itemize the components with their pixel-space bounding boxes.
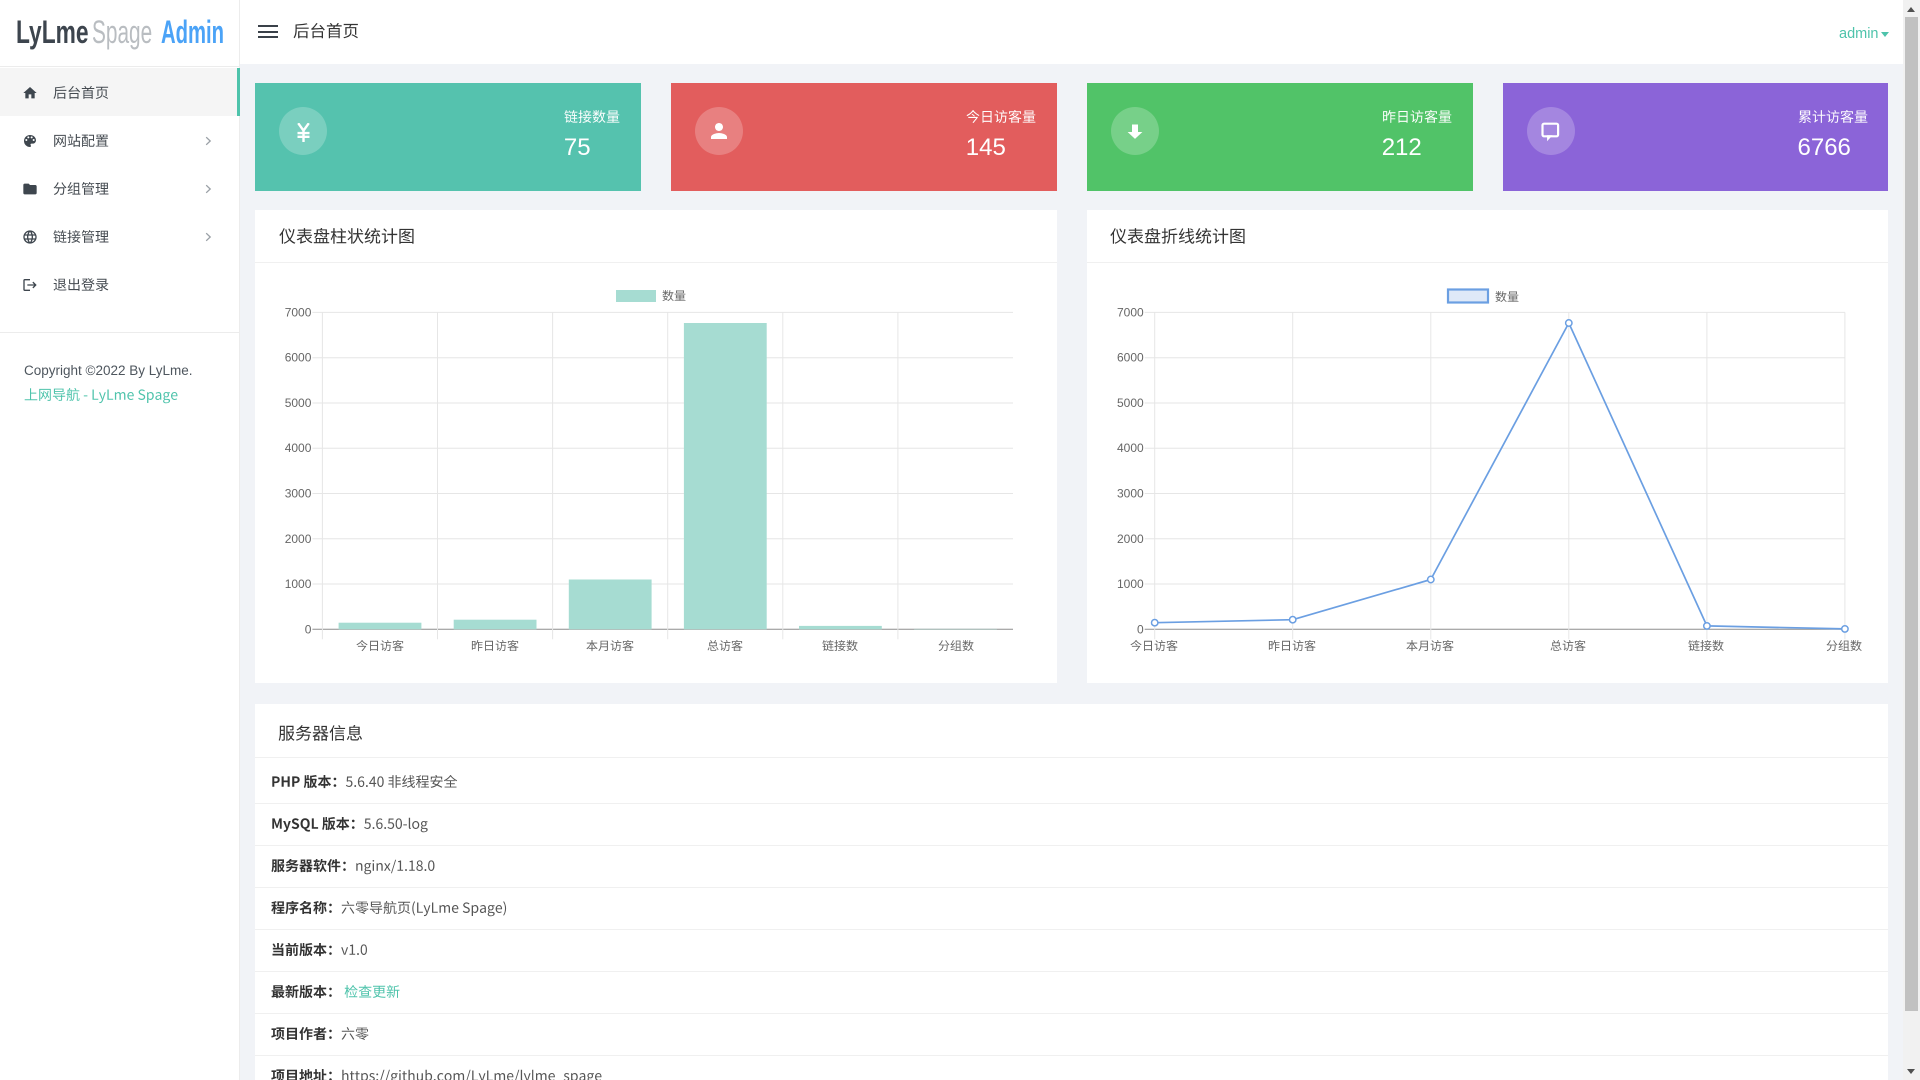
svg-text:1000: 1000 <box>285 577 312 591</box>
svg-text:0: 0 <box>1137 622 1144 636</box>
svg-text:2000: 2000 <box>285 532 312 546</box>
svg-text:7000: 7000 <box>285 305 312 319</box>
svg-text:5000: 5000 <box>285 396 312 410</box>
svg-text:4000: 4000 <box>1116 441 1143 455</box>
svg-text:6000: 6000 <box>1116 351 1143 365</box>
svg-text:2000: 2000 <box>1116 532 1143 546</box>
svg-text:6000: 6000 <box>285 351 312 365</box>
svg-text:3000: 3000 <box>285 487 312 501</box>
svg-text:5000: 5000 <box>1116 396 1143 410</box>
svg-text:3000: 3000 <box>1116 487 1143 501</box>
svg-text:1000: 1000 <box>1116 577 1143 591</box>
svg-text:7000: 7000 <box>1116 305 1143 319</box>
svg-text:0: 0 <box>305 622 312 636</box>
svg-text:4000: 4000 <box>285 441 312 455</box>
